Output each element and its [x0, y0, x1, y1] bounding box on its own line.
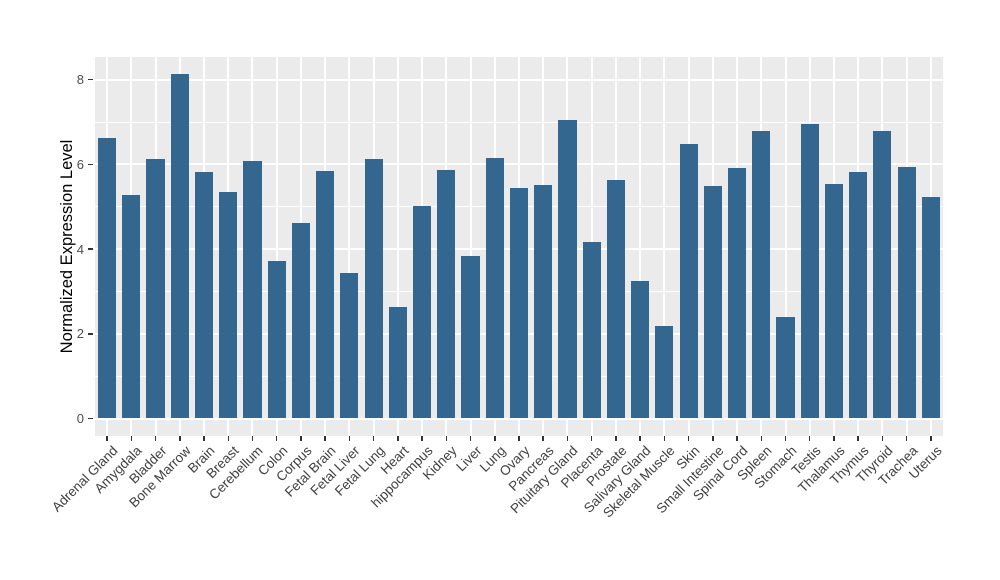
x-tick-mark-salivary-gland	[639, 436, 641, 441]
x-tick-mark-liver	[469, 436, 472, 441]
x-tick-mark-heart	[397, 436, 399, 441]
bar-thalamus	[824, 183, 844, 419]
x-tick-mark-spinal-cord	[736, 436, 738, 441]
x-tick-mark-uterus	[930, 436, 932, 441]
x-tick-mark-brain	[203, 436, 205, 441]
gridline-major-x-skeletal-muscle	[663, 57, 666, 436]
y-tick-mark-8	[88, 78, 93, 81]
x-tick-mark-skeletal-muscle	[663, 436, 666, 441]
gridline-major-x-colon	[275, 57, 278, 436]
y-tick-mark-2	[88, 333, 93, 335]
gridline-major-x-liver	[469, 57, 472, 436]
bar-uterus	[921, 197, 940, 419]
x-tick-mark-ovary	[518, 436, 520, 441]
bar-hippocampus	[413, 206, 432, 419]
y-tick-label-2: 2	[76, 326, 84, 342]
bar-adrenal-gland	[98, 137, 117, 419]
x-tick-mark-colon	[275, 436, 278, 441]
bar-cerebellum	[243, 160, 262, 419]
gridline-major-x-heart	[396, 57, 399, 436]
y-tick-mark-4	[88, 248, 93, 250]
x-tick-mark-small-intestine	[712, 436, 714, 441]
x-tick-mark-skin	[687, 436, 690, 441]
x-tick-mark-fetal-brain	[324, 436, 326, 441]
plot-panel	[95, 57, 943, 436]
bar-kidney	[437, 170, 456, 419]
gridline-major-x-fetal-liver	[348, 57, 351, 436]
bar-amygdala	[122, 195, 141, 419]
bar-spinal-cord	[727, 167, 747, 419]
x-tick-mark-thymus	[857, 436, 859, 441]
bar-pancreas	[534, 185, 553, 419]
x-tick-mark-pituitary-gland	[566, 436, 569, 441]
gridline-major-x-stomach	[784, 57, 787, 436]
bar-prostate	[606, 179, 625, 419]
bar-placenta	[582, 241, 601, 419]
bar-colon	[267, 260, 286, 419]
bar-skeletal-muscle	[655, 325, 674, 419]
y-tick-label-0: 0	[76, 411, 84, 426]
x-tick-mark-kidney	[445, 436, 448, 441]
gridline-major-x-salivary-gland	[639, 57, 642, 436]
bar-testis	[800, 124, 819, 419]
y-tick-label-8: 8	[76, 72, 84, 88]
bar-ovary	[509, 188, 529, 419]
x-tick-mark-fetal-lung	[372, 436, 375, 441]
x-tick-mark-adrenal-gland	[106, 436, 108, 441]
bar-small-intestine	[703, 185, 722, 419]
x-tick-mark-breast	[227, 436, 229, 441]
bar-trachea	[897, 166, 916, 419]
x-tick-mark-fetal-liver	[348, 436, 351, 441]
bar-fetal-lung	[364, 159, 383, 419]
x-tick-mark-placenta	[590, 436, 593, 441]
bar-corpus	[291, 222, 310, 419]
bar-brain	[194, 171, 214, 419]
bar-heart	[388, 307, 407, 419]
x-tick-mark-thyroid	[881, 436, 884, 441]
x-tick-mark-trachea	[905, 436, 908, 441]
bar-pituitary-gland	[558, 119, 577, 419]
x-tick-mark-stomach	[784, 436, 787, 441]
x-tick-mark-corpus	[300, 436, 302, 441]
x-tick-mark-pancreas	[542, 436, 544, 441]
bar-thyroid	[873, 130, 892, 419]
y-tick-label-6: 6	[76, 156, 84, 172]
y-tick-mark-6	[88, 163, 93, 166]
bar-stomach	[776, 316, 795, 419]
bar-salivary-gland	[631, 281, 650, 419]
y-tick-mark-0	[88, 417, 93, 420]
x-tick-mark-bone-marrow	[179, 436, 181, 441]
x-tick-mark-testis	[808, 436, 811, 441]
bar-fetal-liver	[340, 273, 359, 419]
x-tick-mark-prostate	[615, 436, 617, 441]
x-tick-mark-lung	[494, 436, 496, 441]
x-tick-mark-hippocampus	[421, 436, 423, 441]
x-tick-mark-thalamus	[833, 436, 835, 441]
bar-skin	[679, 143, 698, 419]
x-tick-mark-bladder	[154, 436, 157, 441]
bar-thymus	[849, 172, 868, 419]
x-tick-mark-cerebellum	[251, 436, 254, 441]
bar-spleen	[752, 130, 771, 419]
bar-bone-marrow	[170, 74, 189, 419]
bar-liver	[461, 255, 480, 419]
bar-bladder	[146, 158, 165, 419]
bar-fetal-brain	[316, 170, 335, 419]
bar-breast	[219, 192, 238, 419]
bar-lung	[485, 158, 504, 419]
y-tick-label-4: 4	[76, 241, 84, 257]
x-tick-mark-amygdala	[130, 436, 133, 441]
x-tick-mark-spleen	[760, 436, 763, 441]
